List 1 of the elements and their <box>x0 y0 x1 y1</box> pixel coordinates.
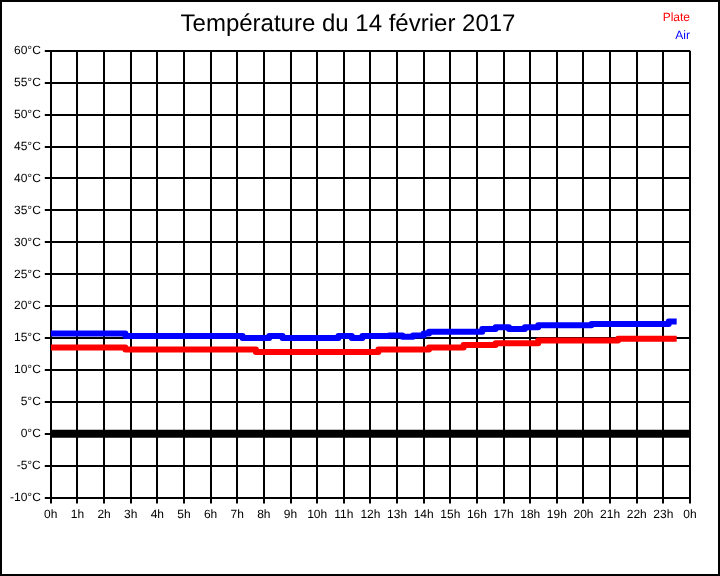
chart-title: Température du 14 février 2017 <box>180 9 517 38</box>
